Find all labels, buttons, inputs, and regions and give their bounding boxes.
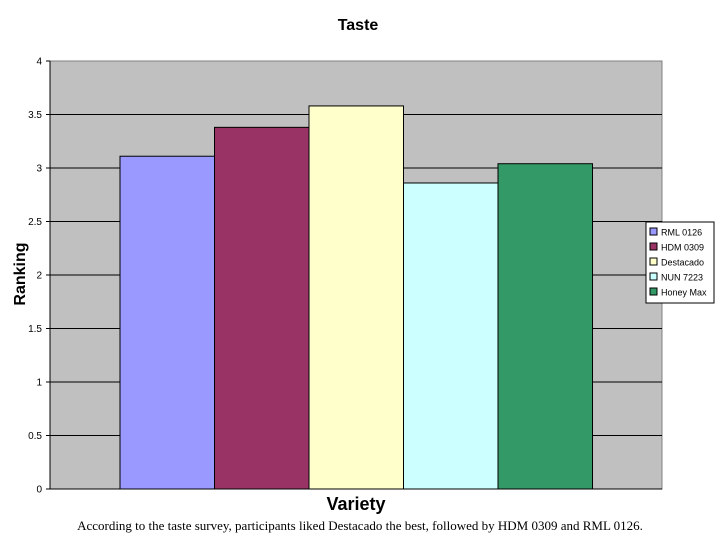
legend-swatch [649,257,658,266]
legend-label: NUN 7223 [661,273,703,283]
legend: RML 0126 HDM 0309 Destacado NUN 7223 Honey M… [645,221,715,304]
y-tick-label: 4 [36,57,42,68]
legend-label: Destacado [661,258,704,268]
legend-label: HDM 0309 [661,243,704,253]
bar-honey-max [497,163,593,490]
bar-hdm-0309 [214,126,310,490]
y-tick-label: 0.5 [28,431,42,442]
chart-title: Taste [338,17,379,34]
bar-rml-0126 [119,155,215,490]
y-tick-label: 0 [36,485,42,496]
legend-swatch [649,242,658,251]
chart-caption: According to the taste survey, participa… [77,518,643,533]
y-tick-label: 1 [36,378,42,389]
legend-swatch [649,227,658,236]
y-axis-label: Ranking [12,242,29,305]
y-tick-label: 1.5 [28,324,42,335]
y-tick-label: 3.5 [28,110,42,121]
y-tick-label: 2 [36,271,42,282]
legend-swatch [649,272,658,281]
y-tick-label: 2.5 [28,217,42,228]
bar-destacado [308,105,404,490]
bar-nun-7223 [403,182,499,490]
y-tick-label: 3 [36,164,42,175]
legend-label: Honey Max [661,288,707,298]
legend-label: RML 0126 [661,228,702,238]
x-axis-label: Variety [326,494,385,514]
legend-swatch [649,287,658,296]
plot-area: 0 0.5 1 1.5 2 2.5 3 3.5 4 [28,57,663,496]
